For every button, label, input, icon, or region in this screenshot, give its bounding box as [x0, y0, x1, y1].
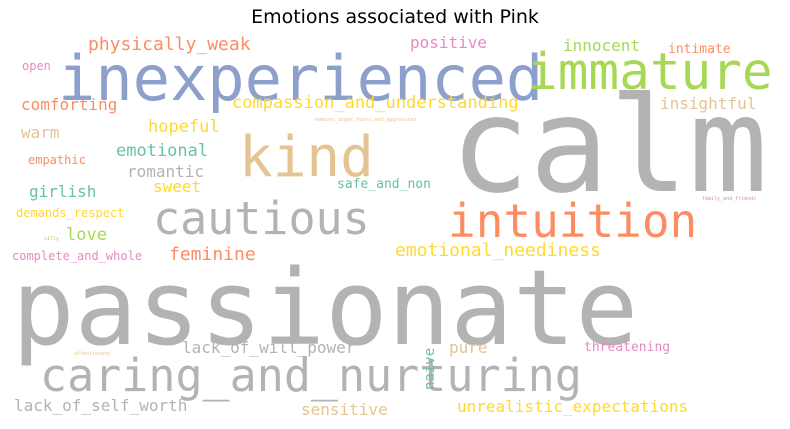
word-innocent: innocent [563, 36, 641, 55]
word-emotional-neediness: emotional_neediness [395, 240, 601, 261]
word-affectionate: affectionate [74, 351, 111, 357]
word-immature: immature [527, 43, 773, 102]
word-kind: kind [239, 125, 374, 190]
word-caring-and-nurturing: caring_and_nurturing [40, 349, 582, 402]
word-intimate: intimate [668, 42, 731, 57]
word-silly: silly [44, 236, 60, 242]
word-comforting: comforting [21, 95, 118, 114]
word-family-and-friends: family_and_friends [702, 196, 757, 202]
word-naive: naive [422, 347, 438, 390]
word-removes-anger-fears-and-aggression: removes_anger,fears,and_aggression [314, 117, 417, 123]
word-lack-of-will-power: lack_of_will_power [182, 338, 356, 357]
word-positive: positive [410, 33, 488, 52]
word-physically-weak: physically_weak [88, 34, 251, 55]
word-lack-of-self-worth: lack_of_self_worth [14, 396, 188, 415]
word-pure: pure [449, 338, 488, 357]
word-intuition: intuition [448, 194, 698, 248]
word-demands-respect: demands_respect [16, 206, 125, 220]
word-feminine: feminine [169, 244, 256, 265]
chart-title: Emotions associated with Pink [251, 6, 539, 28]
word-romantic: romantic [127, 162, 205, 181]
word-passionate: passionate [12, 247, 639, 369]
word-open: open [22, 59, 51, 73]
word-love: love [66, 225, 107, 245]
word-empathic: empathic [28, 153, 86, 167]
word-sweet: sweet [153, 177, 202, 196]
word-cautious: cautious [153, 192, 370, 245]
word-warm: warm [21, 123, 60, 142]
word-compassion-and-understanding: compassion_and_understanding [232, 93, 519, 113]
word-girlish: girlish [29, 182, 97, 201]
word-emotional: emotional [116, 141, 209, 161]
word-calm: calm [450, 69, 768, 223]
word-sensitive: sensitive [301, 400, 388, 419]
word-threatening: threatening [584, 340, 671, 355]
word-cloud: passionate calm inexperienced caring_and… [12, 30, 778, 423]
word-safe-and-non: safe_and_non [337, 177, 431, 192]
word-unrealistic-expectations: unrealistic_expectations [457, 397, 689, 416]
word-complete-and-whole: complete_and_whole [12, 249, 143, 263]
word-hopeful: hopeful [148, 117, 220, 137]
word-insightful: insightful [660, 94, 757, 113]
word-inexperienced: inexperienced [58, 42, 544, 115]
